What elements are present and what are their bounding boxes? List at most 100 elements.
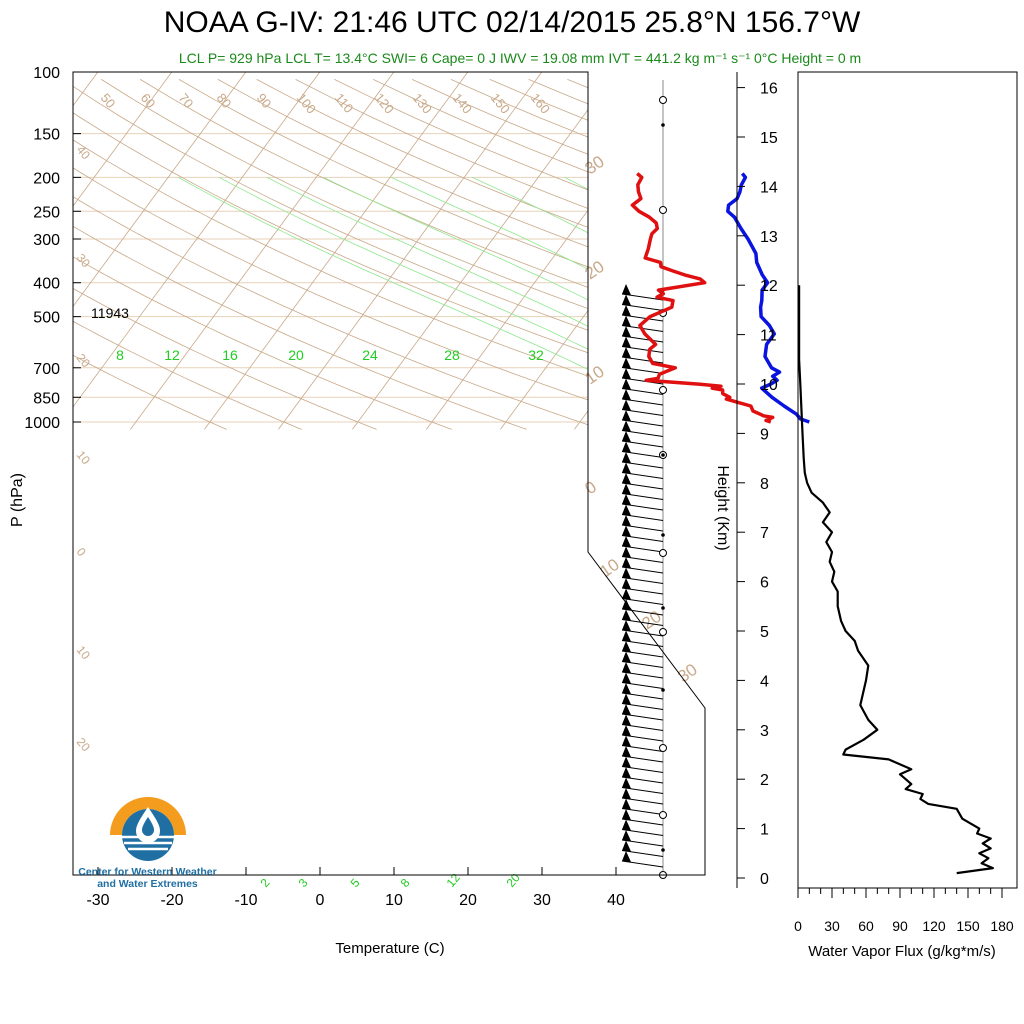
wind-barb	[621, 514, 664, 521]
chart-title: NOAA G-IV: 21:46 UTC 02/14/2015 25.8°N 1…	[163, 6, 861, 39]
flux-tick-label: 30	[824, 918, 840, 934]
wind-barb	[621, 587, 664, 595]
wind-barb-flag	[622, 662, 631, 673]
wind-barb	[621, 440, 664, 448]
flux-tick-label: 120	[922, 918, 946, 934]
dry-adiabat-line	[606, 79, 705, 430]
flux-tick-label: 180	[990, 918, 1014, 934]
flux-axis-label: Water Vapor Flux (g/kg*m/s)	[808, 943, 996, 960]
right-adiabat-label: 0	[581, 477, 600, 498]
mixing-ratio-label: 12	[444, 870, 464, 889]
wind-barb	[621, 703, 664, 710]
wind-barbs	[621, 80, 667, 879]
wind-barb-flag	[622, 336, 631, 348]
moist-adiabat-label: 20	[288, 347, 304, 363]
wind-barb-flag	[622, 504, 631, 516]
wind-barb	[621, 367, 664, 374]
calm-wind-circle	[659, 386, 667, 394]
logo-caption-line2: and Water Extremes	[97, 878, 198, 890]
wind-barb	[621, 650, 664, 658]
moist-adiabat-label: 24	[362, 347, 378, 363]
wind-dot	[661, 123, 665, 127]
wind-barb-flag	[622, 483, 631, 495]
wind-barb-flag	[622, 494, 631, 505]
isotherm-label: 140	[450, 90, 475, 116]
pressure-tick-label: 200	[33, 170, 60, 187]
wind-barb-flag	[622, 294, 631, 306]
isotherm-line	[870, 64, 1024, 429]
wind-barb	[621, 619, 664, 626]
wind-barb-flag	[622, 441, 631, 453]
height-tick-label: 3	[760, 723, 769, 740]
wind-barb	[621, 850, 664, 857]
wind-barb	[621, 314, 664, 322]
dry-adiabat-line	[217, 79, 705, 430]
isotherm-label: 50	[98, 90, 119, 111]
isotherm-line	[73, 72, 178, 430]
wind-barb-flag	[622, 315, 631, 327]
height-tick-label: 4	[760, 673, 769, 690]
isotherm-line	[796, 64, 1024, 429]
wind-barb	[621, 598, 664, 605]
isotherm-label: 80	[214, 90, 235, 111]
calm-wind-circle	[659, 744, 667, 752]
wind-barb-flag	[622, 305, 631, 316]
dry-adiabat-line	[373, 79, 705, 430]
wind-barb	[621, 503, 664, 511]
calm-wind-circle	[659, 206, 667, 214]
isotherm-label: 90	[254, 90, 275, 111]
wind-barb-flag	[622, 399, 631, 411]
height-tick-label: 9	[760, 426, 769, 443]
wind-barb-flag	[622, 840, 631, 852]
wind-barb	[621, 430, 664, 437]
height-tick-label: 0	[760, 871, 769, 888]
isotherm-line	[426, 72, 696, 430]
isotherm-label: 100	[294, 90, 319, 116]
mixing-ratio-line	[590, 282, 611, 423]
flux-tick-label: 60	[858, 918, 874, 934]
wind-barb-flag	[622, 462, 631, 474]
dry-adiabat-line	[411, 79, 705, 430]
wind-barb	[621, 839, 664, 847]
wind-barb-flag	[622, 851, 631, 862]
wind-barb	[621, 535, 664, 542]
flux-tick-label: 90	[892, 918, 908, 934]
height-tick-label: 7	[760, 525, 769, 542]
wind-barb-flag	[622, 599, 631, 610]
dry-adiabat-line	[73, 79, 602, 430]
calm-wind-circle	[659, 628, 667, 636]
skewt-line-labels: 50 60 70 80 90 100 110 120 130 140 150 160403020100…	[74, 90, 701, 890]
wind-barb-flag	[622, 819, 631, 831]
pressure-tick-label: 300	[33, 232, 60, 249]
isotherm-line	[1018, 64, 1024, 429]
height-tick-label: 1	[760, 822, 769, 839]
isotherm-line	[73, 72, 326, 430]
calm-wind-circle	[659, 96, 667, 104]
wind-barb-flag	[622, 746, 631, 757]
chart-subtitle: LCL P= 929 hPa LCL T= 13.4°C SWI= 6 Cape…	[178, 50, 862, 66]
temperature-tick-label: -10	[234, 892, 257, 909]
wind-barb	[621, 388, 664, 395]
height-tick-label: 2	[760, 772, 769, 789]
wind-barb-flag	[622, 725, 631, 736]
wind-barb-flag	[622, 326, 631, 337]
height-tick-label: 10	[760, 377, 778, 394]
isotherm-line	[574, 72, 705, 430]
wind-barb-flag	[622, 809, 631, 820]
isotherm-line	[0, 64, 30, 429]
wind-barb	[621, 398, 664, 406]
wind-barb-flag	[622, 672, 631, 684]
wind-barb	[621, 524, 664, 532]
wind-barb	[621, 493, 664, 500]
height-tick-label: 14	[760, 179, 778, 196]
cw3e-logo	[110, 797, 186, 861]
wind-barb-flag	[622, 378, 631, 390]
wind-barb	[621, 682, 664, 689]
wind-barb-flag	[622, 620, 631, 631]
wind-barb	[621, 629, 664, 637]
isotherm-label: 130	[410, 90, 435, 116]
wind-barb	[621, 346, 664, 353]
sounding-series	[630, 172, 810, 424]
wind-barb-flag	[622, 683, 631, 694]
